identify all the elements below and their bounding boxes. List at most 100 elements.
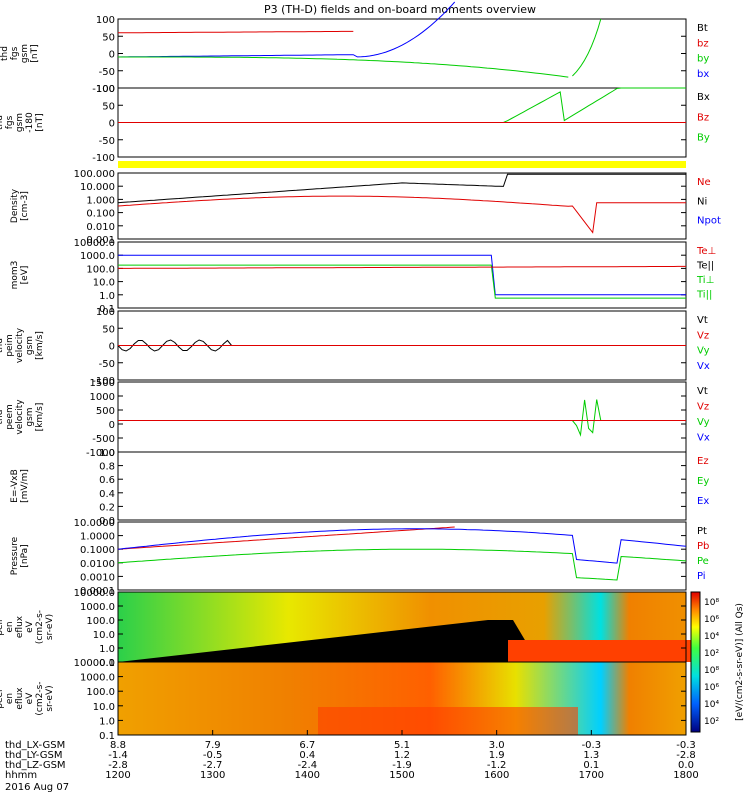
y-tick-label: 0 <box>109 50 115 61</box>
colorbar-tick-label: 10⁸ <box>704 598 719 608</box>
x-tick-label: -2.4 <box>298 760 318 771</box>
spectrogram-mask <box>118 620 538 662</box>
x-tick-label: -2.7 <box>203 760 223 771</box>
y-axis-label: peem <box>5 404 15 430</box>
y-tick-label: -100 <box>92 153 115 164</box>
legend-entry: Ti|| <box>696 290 712 301</box>
x-tick-label: 8.8 <box>110 740 126 751</box>
y-axis-label: velocity <box>15 327 25 363</box>
y-tick-label: 0.1000 <box>80 545 115 556</box>
legend-entry: Bt <box>697 23 708 34</box>
y-axis-label: eV <box>25 692 35 705</box>
y-tick-label: 1000 <box>90 392 115 403</box>
y-tick-label: 0.0 <box>99 516 115 527</box>
y-tick-label: 1000.0 <box>80 673 115 684</box>
x-tick-label: 7.9 <box>205 740 221 751</box>
y-axis-label: en <box>5 693 15 704</box>
y-axis-label: [nPa] <box>20 544 30 567</box>
y-tick-label: 1.0000 <box>80 532 115 543</box>
colorbar: 10⁸ 10⁶ 10⁴ 10² 10⁸ 10⁶ 10⁴ 10² [eV/(cm2-s-sr-eV… <box>690 591 745 733</box>
x-tick-label: -1.4 <box>108 750 128 761</box>
legend-entry: Vt <box>697 315 708 326</box>
x-tick-label: 1300 <box>200 770 225 781</box>
y-tick-label: 10000.0 <box>74 238 115 249</box>
trace-By <box>118 87 686 123</box>
y-tick-label: 50 <box>102 32 115 43</box>
y-tick-label: 10.0 <box>93 630 115 641</box>
legend-entry: Te⊥ <box>696 246 716 257</box>
y-axis-label: sr-eV) <box>45 685 55 711</box>
traces <box>117 1 687 581</box>
colorbar-tick-label: 10² <box>704 717 719 727</box>
legend-entry: Vx <box>697 361 710 372</box>
x-tick-label: 1.9 <box>489 750 505 761</box>
y-tick-label: 10.0000 <box>74 518 115 529</box>
legend-entry: Ne <box>697 177 711 188</box>
y-axis-label: en <box>5 621 15 632</box>
y-tick-label: 10000.0 <box>74 588 115 599</box>
trace-Ne <box>117 195 686 234</box>
y-tick-label: 100.0 <box>86 687 115 698</box>
y-axis-label: Density <box>10 188 20 223</box>
x-tick-label: 5.1 <box>394 740 410 751</box>
y-tick-label: -50 <box>99 136 115 147</box>
trace-Ti-par <box>118 264 686 299</box>
x-row-label: hhmm <box>5 770 37 781</box>
y-tick-label: 10.000 <box>80 182 115 193</box>
panel-8: 10.0000 1.0000 0.1000 0.0100 0.0010 0.0001 Pre… <box>10 518 709 597</box>
colorbar-tick-label: 10⁸ <box>704 666 719 676</box>
y-axis-label: thd <box>0 338 5 353</box>
x-tick-label: 1500 <box>389 770 414 781</box>
legend-entry: Te|| <box>696 261 714 272</box>
y-axis-label: eflux <box>15 615 25 638</box>
y-axis-label: peim <box>5 334 15 357</box>
legend-entry: by <box>697 54 709 65</box>
trace-by <box>118 56 569 78</box>
colorbar-bar <box>690 591 701 733</box>
y-tick-label: 0.8 <box>99 462 115 473</box>
y-axis-label: sr-eV) <box>45 614 55 640</box>
y-tick-label: 0.0010 <box>80 572 115 583</box>
y-tick-label: 50 <box>102 324 115 335</box>
y-axis-label: [cm-3] <box>20 191 30 221</box>
y-axis-label: fgs <box>10 46 20 60</box>
spectrogram-band <box>508 640 698 662</box>
y-tick-label: 10000.0 <box>74 658 115 669</box>
legend-entry: Vz <box>697 330 709 341</box>
y-axis-label: E=-VxB <box>10 469 20 503</box>
panel-6: 1500 1000 500 0 -500 -1000 thd peem velocity gsm[… <box>0 378 710 459</box>
panel-5: 100 50 0 -50 -100 thd peim velocity gsm [km/s] Vt V… <box>0 307 710 387</box>
y-axis-label: [km/s] <box>35 331 45 360</box>
panel-4: 10000.0 1000.0 100.0 10.0 1.0 0.1 mom3 [eV] Te⊥ T… <box>10 238 716 315</box>
y-tick-label: -500 <box>92 434 115 445</box>
y-tick-label: -50 <box>99 67 115 78</box>
y-axis-label: -180 <box>25 112 35 133</box>
legend-entry: Ez <box>697 456 709 467</box>
y-tick-label: 0.1 <box>99 658 115 669</box>
y-tick-label: 1500 <box>90 378 115 389</box>
legend-entry: Bz <box>697 112 709 123</box>
spectrogram-band <box>318 707 578 735</box>
x-tick-label: -2.8 <box>108 760 128 771</box>
panel-3: 100.000 10.000 1.000 0.100 0.010 0.001 Density… <box>10 169 721 246</box>
legend-entry: Vz <box>697 402 709 413</box>
y-tick-label: 10.0 <box>93 278 115 289</box>
date-label: 2016 Aug 07 <box>5 782 69 793</box>
y-tick-label: 1.0 <box>99 644 115 655</box>
x-tick-label: 1800 <box>673 770 698 781</box>
x-tick-label: 0.1 <box>583 760 599 771</box>
colorbar-tick-label: 10⁶ <box>704 615 719 625</box>
y-axis-label: gsm <box>25 336 35 355</box>
y-tick-label: 100.000 <box>74 169 115 180</box>
trace-Te <box>118 265 686 269</box>
trace-Ti <box>118 254 686 296</box>
y-tick-label: 500 <box>96 406 115 417</box>
trace-bz <box>118 30 354 34</box>
x-tick-label: 3.0 <box>489 740 505 751</box>
panel-frame <box>117 381 687 453</box>
legend-entry: Ex <box>697 496 709 507</box>
x-tick-label: -2.8 <box>676 750 696 761</box>
colorbar-tick-label: 10⁴ <box>704 632 719 642</box>
y-axis-label: peer <box>0 688 5 709</box>
panel-7: 1.0 0.8 0.6 0.4 0.2 0.0 E=-VxB [mV/m] Ez Ey Ex <box>10 448 709 527</box>
